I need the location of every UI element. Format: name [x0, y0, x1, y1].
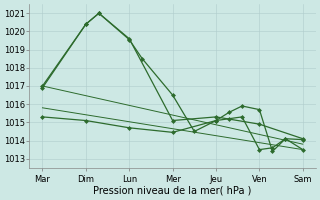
X-axis label: Pression niveau de la mer( hPa ): Pression niveau de la mer( hPa ): [93, 186, 252, 196]
